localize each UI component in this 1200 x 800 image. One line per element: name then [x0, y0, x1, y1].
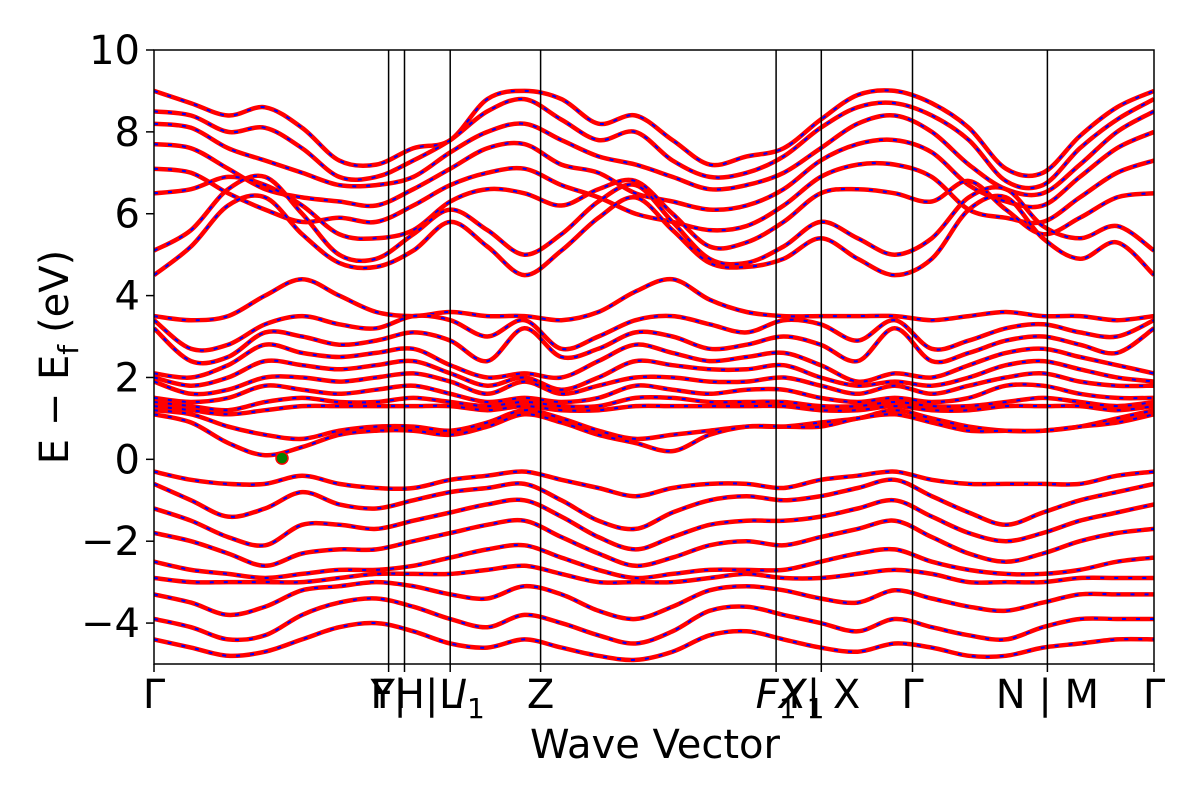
y-axis-label-main: E − E — [32, 355, 78, 465]
x-tick-label: X1 — [777, 672, 824, 725]
y-tick-label: 2 — [115, 355, 140, 401]
x-axis-label: Wave Vector — [530, 722, 781, 768]
band-line-dashed-12 — [154, 343, 1154, 383]
band-line-dashed-13 — [154, 359, 1154, 391]
band-line-dashed-14 — [154, 372, 1154, 396]
band-line-dashed-5 — [154, 159, 1154, 232]
band-line-22 — [154, 497, 1154, 552]
y-axis-label-unit: (eV) — [32, 250, 78, 333]
band-line-18 — [154, 407, 1154, 442]
band-line-dashed-7 — [154, 174, 1154, 266]
band-line-dashed-15 — [154, 383, 1154, 404]
y-tick-label: 6 — [115, 192, 140, 238]
band-line-dashed-20 — [154, 470, 1154, 498]
band-line-dashed-10 — [154, 314, 1154, 352]
band-line-dashed-6 — [154, 175, 1154, 250]
x-tick-label: N | M — [996, 672, 1099, 718]
band-line-dashed-28 — [154, 621, 1154, 662]
y-axis-label: E − Ef (eV) — [32, 250, 85, 465]
band-line-dashed-26 — [154, 581, 1154, 621]
x-tick-label: Γ — [143, 672, 166, 718]
band-lines — [154, 88, 1154, 663]
y-tick-label: −2 — [81, 519, 140, 565]
y-tick-label: 10 — [89, 28, 140, 74]
plot-area — [153, 49, 1155, 665]
y-axis-label-sub: f — [52, 344, 85, 355]
band-line-25 — [154, 563, 1154, 585]
y-tick-label: 0 — [115, 437, 140, 483]
band-line-21 — [154, 477, 1154, 532]
y-axis: −4 −2 0 2 4 6 8 10 — [81, 28, 154, 647]
band-line-dashed-3 — [154, 110, 1154, 197]
y-tick-label: −4 — [81, 601, 140, 647]
band-line-1 — [154, 88, 1154, 179]
band-line-dashed-19 — [154, 413, 1154, 457]
band-line-dashed-23 — [154, 519, 1154, 567]
high-symmetry-lines — [387, 50, 1049, 664]
band-line-dashed-16 — [154, 396, 1154, 412]
marker-point-1 — [275, 451, 289, 465]
y-tick-label: 8 — [115, 110, 140, 156]
x-tick-label: Y| X — [781, 672, 860, 718]
band-line-dashed-11 — [154, 327, 1154, 365]
band-line-dashed-9 — [154, 278, 1154, 322]
band-line-dashed-1 — [154, 89, 1154, 177]
x-tick-label: Γ — [1143, 672, 1166, 718]
band-line-dashed-2 — [154, 97, 1154, 190]
band-line-dashed-8 — [154, 194, 1154, 277]
y-tick-label: 4 — [115, 274, 140, 320]
x-tick-label: F| — [370, 672, 406, 718]
marker-points — [275, 451, 289, 465]
x-tick-label: Γ — [901, 672, 924, 718]
band-line-dashed-24 — [154, 543, 1154, 580]
axes-frame — [153, 49, 1155, 665]
band-line-17 — [154, 403, 1154, 417]
x-tick-label: Z — [527, 672, 554, 718]
x-tick-label: YH| — [370, 672, 439, 718]
band-line-dashed-27 — [154, 597, 1154, 645]
x-tick-label: L — [439, 672, 462, 718]
band-line-dashed-18 — [154, 409, 1154, 440]
x-tick-label: F1 — [756, 672, 797, 725]
x-tick-label: I1 — [455, 672, 485, 725]
